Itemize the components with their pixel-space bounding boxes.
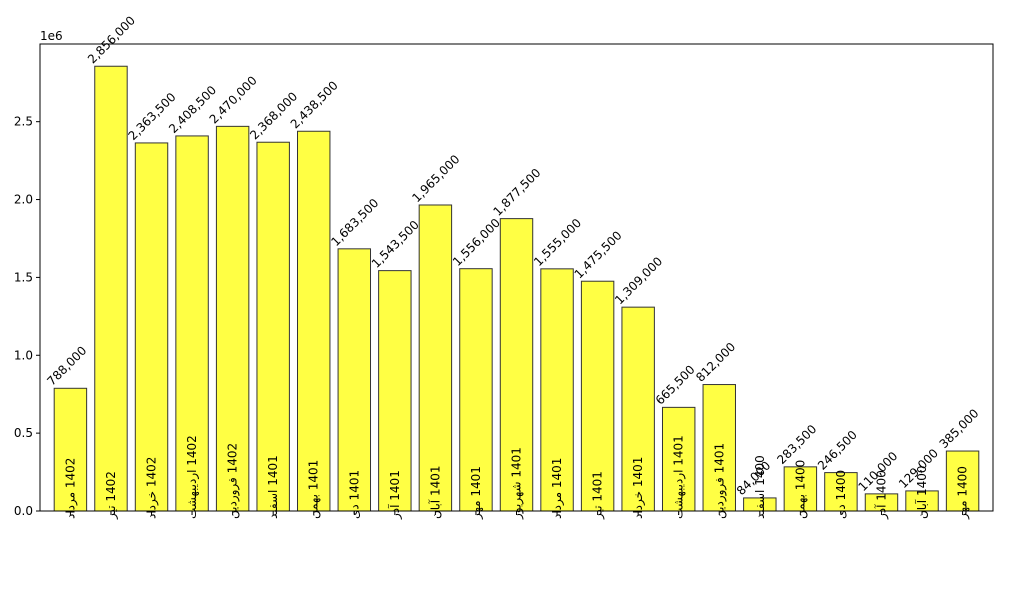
bar-11 [499,218,534,512]
bar-19 [824,472,858,512]
data-label-3: 2,408,500 [166,83,219,136]
bar-2 [134,142,169,512]
bar-7 [337,248,372,512]
bar-18 [783,466,818,512]
x-tick-label-4: 1402 فروردین [226,443,241,519]
bar-5 [256,141,290,512]
data-label-2: 2,363,500 [126,90,179,143]
bar-6 [297,130,331,512]
bars [53,65,980,512]
y-tick-label-0: 0.0 [14,504,33,518]
x-tick-label-11: 1401 شهریور [510,447,525,520]
x-tick-label-20: 1400 آذر [873,470,889,520]
x-tick-label-0: 1402 مرداد [63,458,78,519]
x-tick-label-18: 1400 بهمن [793,460,808,519]
data-label-11: 1,877,500 [491,166,544,219]
data-label-7: 1,683,500 [328,196,381,249]
x-tick-label-9: 1401 آبان [427,465,442,519]
data-label-8: 1,543,500 [369,218,422,271]
bar-10 [459,268,493,512]
x-tick-label-15: 1401 اردیبهشت [672,435,687,519]
bar-1 [94,65,128,512]
bar-16 [702,384,736,512]
data-label-13: 1,475,500 [572,228,625,281]
x-tick-label-16: 1401 فروردین [712,443,727,519]
data-label-0: 788,000 [44,343,89,388]
y-axis: 0.0 0.5 1.0 1.5 2.0 2.5 [14,115,40,518]
data-label-14: 1,309,000 [612,254,665,307]
y-axis-offset-label: 1e6 [40,29,63,43]
y-tick-label-4: 2.0 [14,193,33,207]
y-tick-label-1: 0.5 [14,426,33,440]
x-tick-label-1: 1402 تیر [104,471,119,520]
data-label-9: 1,965,000 [409,152,462,205]
bar-9 [418,204,453,512]
data-label-6: 2,438,500 [288,78,341,131]
x-tick-label-12: 1401 مرداد [550,458,565,519]
bar-13 [580,280,615,512]
x-tick-label-2: 1402 خرداد [145,457,160,519]
data-label-10: 1,556,000 [450,216,503,269]
data-label-16: 812,000 [693,340,738,385]
x-tick-label-5: 1401 اسفند [266,455,280,519]
data-label-19: 246,500 [815,428,860,473]
x-tick-label-6: 1401 بهمن [307,460,322,519]
x-axis: 1402 مرداد 1402 تیر 1402 خرداد 1402 اردیبهش… [63,435,970,520]
y-tick-label-2: 1.0 [14,348,33,362]
data-label-22: 385,000 [937,406,982,451]
x-tick-label-8: 1401 آذر [387,470,403,520]
x-tick-label-22: 1400 مهر [956,466,971,520]
bar-3 [175,135,209,512]
data-label-15: 665,500 [653,362,698,407]
x-tick-label-21: 1400 آبان [914,465,929,519]
x-tick-label-17: 1400 اسفند [753,455,767,519]
y-tick-label-3: 1.5 [14,270,33,284]
bar-0 [53,387,88,512]
y-tick-label-5: 2.5 [14,115,33,129]
x-tick-label-19: 1400 دی [834,470,848,519]
x-tick-label-14: 1401 خرداد [631,457,646,519]
x-tick-label-10: 1401 مهر [469,466,484,520]
data-label-4: 2,470,000 [207,73,260,126]
bar-15 [661,406,696,512]
data-label-12: 1,555,000 [531,216,584,269]
x-tick-label-7: 1401 دی [347,470,361,519]
data-label-1: 2,856,000 [85,13,138,66]
x-tick-label-13: 1401 تیر [591,471,606,520]
x-tick-label-3: 1402 اردیبهشت [185,435,200,519]
